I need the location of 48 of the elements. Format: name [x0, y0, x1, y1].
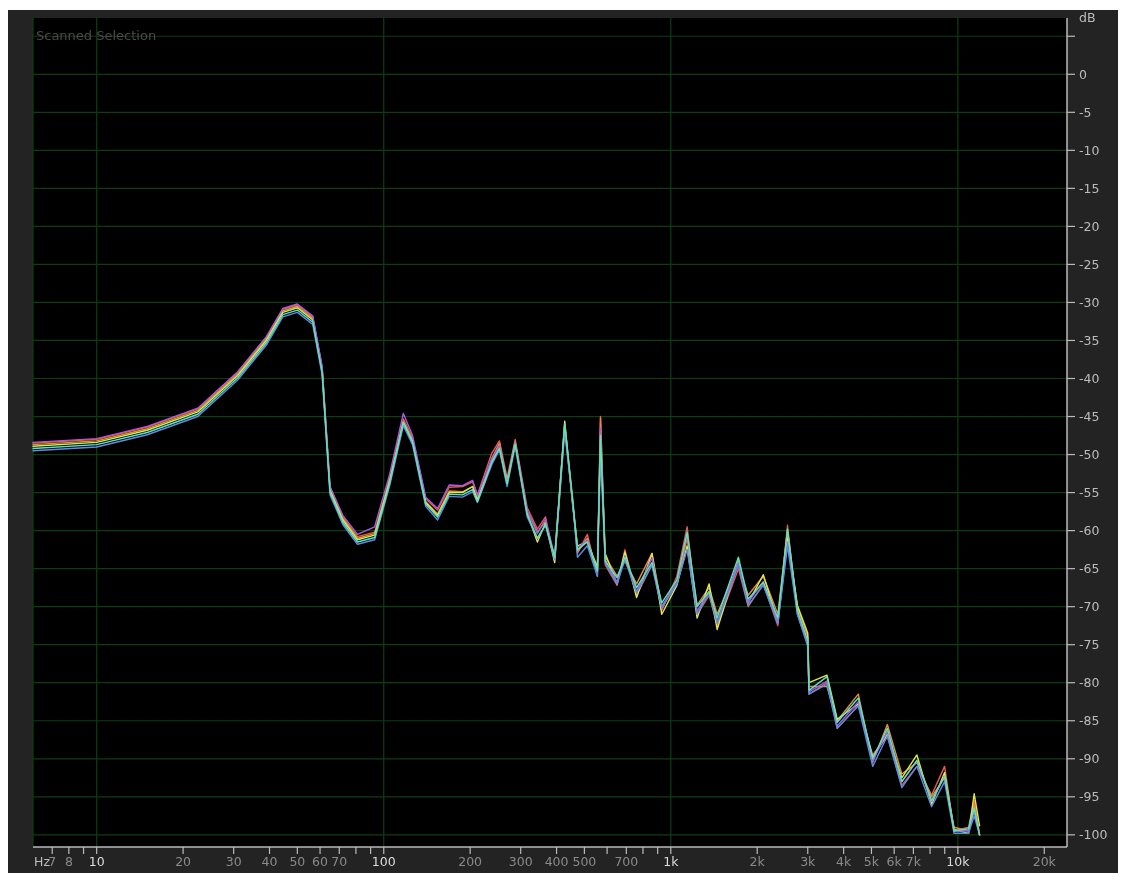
x-tick-label: 10k [946, 854, 971, 869]
x-tick-label: 400 [544, 854, 569, 869]
x-tick-label: 50 [289, 854, 306, 869]
x-tick-label: 7 [48, 854, 57, 869]
y-tick-label: -15 [1079, 180, 1100, 196]
y-tick-label: -95 [1079, 789, 1100, 805]
y-tick-label: -10 [1079, 142, 1100, 158]
x-tick-label: 60 [312, 854, 329, 869]
y-tick-label: -35 [1079, 332, 1100, 348]
y-tick-label: -30 [1079, 294, 1100, 310]
x-tick-label: 3k [800, 854, 817, 869]
x-axis-title: Hz [34, 854, 51, 869]
y-tick-label: -70 [1079, 599, 1100, 615]
x-tick-label: 1k [663, 854, 680, 869]
x-tick-label: 5k [863, 854, 880, 869]
y-tick-label: -65 [1079, 561, 1100, 577]
x-tick-label: 200 [458, 854, 483, 869]
y-tick-label: -60 [1079, 523, 1100, 539]
x-tick-label: 10 [88, 854, 105, 869]
x-tick-label: 40 [261, 854, 278, 869]
x-tick-label: 20k [1032, 854, 1057, 869]
y-tick-label: -50 [1079, 447, 1100, 463]
x-tick-label: 20 [175, 854, 192, 869]
y-tick-label: -85 [1079, 713, 1100, 729]
x-tick-label: 100 [371, 854, 396, 869]
y-tick-label: -25 [1079, 256, 1100, 272]
x-tick-label: 2k [749, 854, 766, 869]
x-tick-label: 4k [836, 854, 852, 869]
x-tick-label: 700 [614, 854, 639, 869]
y-tick-label: -40 [1079, 371, 1100, 386]
y-axis-title: dB [1079, 10, 1096, 25]
x-tick-label: 300 [508, 854, 533, 869]
y-tick-label: -45 [1079, 409, 1100, 425]
y-tick-label: -75 [1079, 637, 1100, 653]
annotation: Scanned Selection [36, 28, 157, 43]
x-tick-label: 8 [64, 854, 73, 869]
x-tick-label: 500 [572, 854, 597, 869]
y-tick-label: -5 [1079, 104, 1092, 120]
x-tick-label: 7k [905, 854, 922, 869]
x-tick-label: 6k [886, 854, 903, 869]
y-tick-label: -100 [1079, 827, 1108, 843]
x-tick-label: 30 [225, 854, 242, 869]
y-tick-label: 0 [1079, 66, 1087, 82]
x-tick-label: 70 [331, 854, 348, 869]
y-tick-label: -90 [1079, 751, 1100, 767]
y-tick-label: -80 [1079, 675, 1100, 691]
y-tick-label: -20 [1079, 218, 1100, 234]
y-tick-label: -55 [1079, 485, 1100, 501]
